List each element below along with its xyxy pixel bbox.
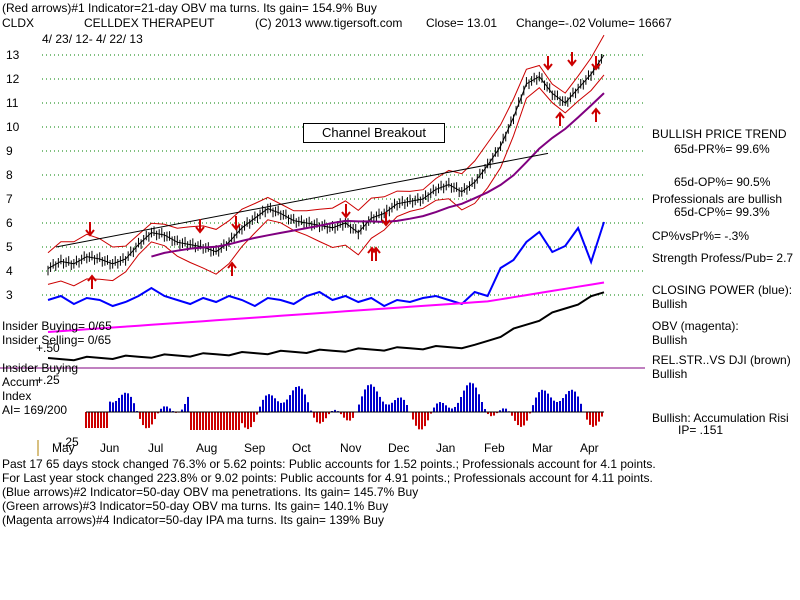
op65: 65d-OP%= 90.5% [674,175,771,189]
signal-arrow-head [555,111,565,119]
y-tick-label: 11 [6,96,19,110]
cp65: 65d-CP%= 99.3% [674,205,770,219]
relstr-value: Bullish [652,367,688,381]
signal-arrow-head [341,211,351,219]
closing-power-line [47,221,605,308]
insider-buying-label: Insider Buying [2,361,79,375]
moving-average [151,92,605,258]
obv-value: Bullish [652,333,688,347]
signal-arrow-head [367,246,377,254]
y-tick-label: 8 [6,168,13,182]
tick-plus50: +.50 [36,341,60,355]
professionals-bullish: Professionals are bullish [652,192,783,206]
index-label: Index [2,389,32,403]
y-tick-label: 4 [6,264,13,278]
channel-line [55,152,549,248]
signal-arrow-head [371,246,381,254]
closing-power-value: Bullish [652,297,688,311]
month-label: Jun [100,441,119,455]
tick-plus25: +.25 [36,373,60,387]
channel-breakout-label: Channel Breakout [303,123,445,143]
month-label: Aug [196,441,217,455]
y-tick-label: 9 [6,144,13,158]
closing-power-label: CLOSING POWER (blue): [652,283,793,297]
date-range: 4/ 23/ 12- 4/ 22/ 13 [42,32,143,46]
signal-arrow-head [231,223,241,231]
accum-risk: Bullish: Accumulation Risi [652,411,789,425]
month-label: Jul [148,441,163,455]
month-label: Jan [436,441,455,455]
price-change: Change=-.02 [516,16,586,30]
signal-arrow-head [195,226,205,234]
footer-last-year: For Last year stock changed 223.8% or 9.… [2,471,653,485]
signal-arrow-head [591,63,601,71]
lower-band [47,74,605,287]
y-tick-label: 10 [6,120,20,134]
footer-magenta-arrows: (Magenta arrows)#4 Indicator=50-day IPA … [2,513,384,527]
relstr-line [47,291,605,362]
trend-title: BULLISH PRICE TREND [652,127,787,141]
month-label: Sep [244,441,266,455]
obv-line [47,281,605,333]
header-indicator-line: (Red arrows)#1 Indicator=21-day OBV ma t… [2,1,377,15]
month-label: Dec [388,441,409,455]
month-label: Apr [580,441,599,455]
cp-vs-pr: CP%vsPr%= -.3% [652,229,750,243]
signal-arrow-head [567,59,577,67]
ticker-symbol: CLDX [2,16,35,30]
insider-buying: Insider Buying= 0/65 [2,319,112,333]
signal-arrow-head [85,229,95,237]
month-label: Mar [532,441,553,455]
ai-value: AI= 169/200 [2,403,68,417]
month-label: May [52,441,75,455]
upper-band [47,34,605,254]
footer-blue-arrows: (Blue arrows)#2 Indicator=50-day OBV ma … [2,485,419,499]
strength-profess: Strength Profess/Pub= 2.7 [652,251,794,265]
y-tick-label: 7 [6,192,13,206]
footer-green-arrows: (Green arrows)#3 Indicator=50-day OBV ma… [2,499,389,513]
footer-past-65: Past 17 65 days stock changed 76.3% or 5… [2,457,656,471]
y-tick-label: 12 [6,72,20,86]
month-label: Oct [292,441,311,455]
month-label: Feb [484,441,505,455]
tick-minus25: -.25 [58,435,79,449]
pr65: 65d-PR%= 99.6% [674,142,770,156]
relstr-label: REL.STR..VS DJI (brown) [652,353,791,367]
insider-selling: Insider Selling= 0/65 [2,333,112,347]
copyright: (C) 2013 www.tigersoft.com [255,16,403,30]
y-tick-label: 6 [6,216,13,230]
y-tick-label: 5 [6,240,13,254]
signal-arrow-head [543,63,553,71]
ip-value: IP= .151 [678,423,724,437]
obv-label: OBV (magenta): [652,319,739,333]
y-tick-label: 13 [6,48,20,62]
signal-arrow-head [591,107,601,115]
accum-label: Accum [2,375,39,389]
signal-arrow-head [381,219,391,227]
company-name: CELLDEX THERAPEUT [84,16,215,30]
volume: Volume= 16667 [588,16,672,30]
month-label: Nov [340,441,361,455]
close-price: Close= 13.01 [426,16,498,30]
y-tick-label: 3 [6,288,13,302]
signal-arrow-head [227,261,237,269]
price-line [47,54,605,270]
signal-arrow-head [87,274,97,282]
